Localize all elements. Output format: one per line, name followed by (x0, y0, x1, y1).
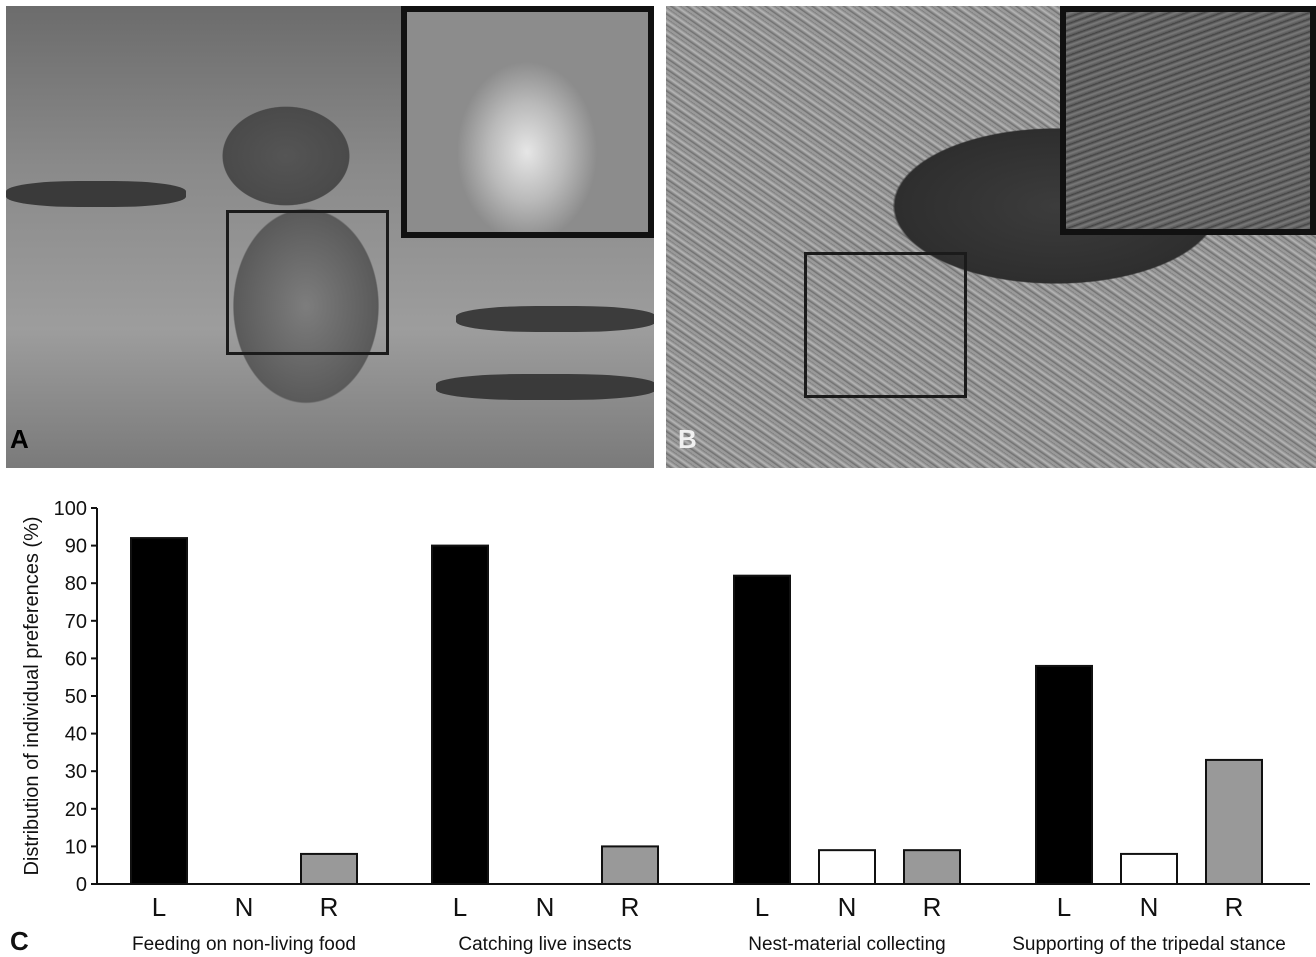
x-group-label: Catching live insects (458, 934, 631, 955)
x-category-label: R (320, 892, 339, 922)
y-tick-label: 60 (65, 648, 87, 670)
x-category-label: R (1225, 892, 1244, 922)
bar-r (903, 849, 961, 886)
bar-l (733, 574, 791, 886)
bar-n (818, 849, 876, 886)
y-tick-label: 90 (65, 536, 87, 558)
photo-panel-b (666, 6, 1316, 468)
x-category-label: N (235, 892, 254, 922)
x-category-label: N (838, 892, 857, 922)
panel-label-c: C (10, 926, 29, 956)
y-tick-label: 40 (65, 724, 87, 746)
x-category-label: L (755, 892, 769, 922)
rock-crevice (6, 181, 186, 207)
bar-r (1205, 758, 1263, 886)
bar-r (601, 845, 659, 885)
x-category-label: N (1140, 892, 1159, 922)
x-category-label: N (536, 892, 555, 922)
zoom-region-box (226, 210, 389, 355)
x-group-label: Feeding on non-living food (132, 934, 356, 955)
y-tick-label: 10 (65, 836, 87, 858)
y-axis-title: Distribution of individual preferences (… (21, 516, 43, 875)
panel-label-b: B (678, 424, 697, 454)
inset-closeup-forelimb (1060, 6, 1316, 235)
y-tick-label: 50 (65, 686, 87, 708)
x-category-label: R (923, 892, 942, 922)
bar-chart: 0 10 20 30 40 50 60 70 80 90 100 Distribution of in… (21, 498, 1310, 955)
x-group-label: Nest-material collecting (748, 934, 945, 955)
x-category-label: L (1057, 892, 1071, 922)
y-tick-label: 100 (54, 498, 87, 520)
inset-closeup-forepaws (401, 6, 654, 238)
bar-n (1120, 852, 1178, 886)
panel-label-a: A (10, 424, 29, 454)
y-tick-label: 70 (65, 611, 87, 633)
x-category-label: L (453, 892, 467, 922)
zoom-region-box (804, 252, 967, 398)
x-group-label: Supporting of the tripedal stance (1012, 934, 1286, 955)
y-tick-label: 80 (65, 573, 87, 595)
bar-l (130, 537, 188, 886)
y-tick-label: 0 (76, 874, 87, 896)
bar-l (431, 544, 489, 885)
y-tick-label: 30 (65, 761, 87, 783)
x-category-label: L (152, 892, 166, 922)
y-tick-label: 20 (65, 799, 87, 821)
rock-crevice (436, 374, 654, 400)
photo-panel-a (6, 6, 654, 468)
bar-l (1035, 664, 1093, 885)
bar-r (300, 852, 358, 886)
x-category-label: R (621, 892, 640, 922)
rock-crevice (456, 306, 654, 332)
